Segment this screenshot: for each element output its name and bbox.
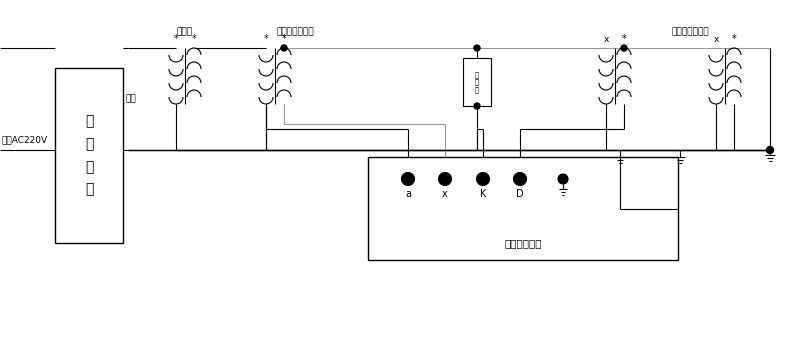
- Text: *: *: [282, 34, 286, 44]
- Circle shape: [402, 173, 414, 185]
- Text: 互感器校验件: 互感器校验件: [504, 238, 542, 248]
- Text: *: *: [732, 34, 736, 44]
- Text: 升压器: 升压器: [177, 27, 193, 36]
- Bar: [55, 68, 123, 243]
- Circle shape: [558, 174, 568, 184]
- Circle shape: [766, 147, 774, 153]
- Text: 分
压
器: 分 压 器: [475, 71, 479, 93]
- Text: 被检电压互感器: 被检电压互感器: [671, 27, 709, 36]
- Text: *: *: [192, 34, 196, 44]
- Text: a: a: [405, 189, 411, 199]
- Circle shape: [474, 103, 480, 109]
- Text: x: x: [442, 189, 448, 199]
- Circle shape: [514, 173, 526, 185]
- Text: *: *: [174, 34, 178, 44]
- Bar: [463, 58, 491, 106]
- Circle shape: [281, 45, 287, 51]
- Text: 调
压
系
统: 调 压 系 统: [85, 114, 93, 197]
- Text: 输入AC220V: 输入AC220V: [2, 135, 48, 144]
- Text: *: *: [622, 34, 626, 44]
- Text: x: x: [603, 35, 609, 44]
- Text: K: K: [480, 189, 486, 199]
- Text: 标准电压互感器: 标准电压互感器: [276, 27, 314, 36]
- Text: *: *: [264, 34, 268, 44]
- Bar: [368, 157, 678, 260]
- Circle shape: [438, 173, 451, 185]
- Circle shape: [621, 45, 627, 51]
- Circle shape: [474, 45, 480, 51]
- Text: 输出: 输出: [125, 95, 136, 103]
- Circle shape: [477, 173, 490, 185]
- Text: D: D: [516, 189, 524, 199]
- Text: x: x: [714, 35, 718, 44]
